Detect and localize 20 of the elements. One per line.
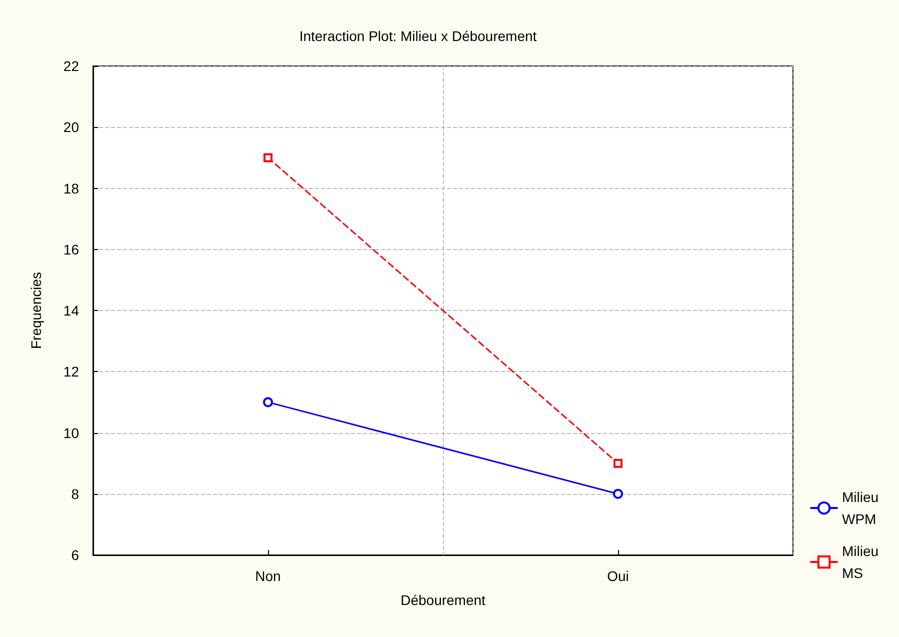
y-tick-label: 12	[63, 364, 80, 380]
x-tick-label: Oui	[607, 568, 629, 584]
chart-title: Interaction Plot: Milieu x Débourement	[299, 28, 537, 44]
y-tick-label: 6	[71, 547, 80, 563]
y-tick-label: 8	[71, 486, 80, 502]
y-axis-title: Frequencies	[28, 272, 44, 350]
x-axis-title: Débourement	[400, 592, 486, 608]
legend-label: Milieu MS	[842, 543, 882, 581]
y-tick-label: 20	[63, 119, 80, 136]
y-tick-label: 14	[63, 302, 80, 318]
legend-label: Milieu WPM	[842, 489, 882, 527]
y-tick-label: 10	[63, 424, 80, 441]
y-tick-label: 16	[63, 241, 80, 258]
y-tick-label: 22	[63, 58, 80, 74]
x-tick-label: Non	[255, 568, 281, 584]
point	[614, 458, 622, 468]
point	[613, 488, 623, 499]
y-tick-label: 18	[63, 180, 80, 196]
point	[263, 397, 273, 408]
point	[264, 153, 272, 162]
